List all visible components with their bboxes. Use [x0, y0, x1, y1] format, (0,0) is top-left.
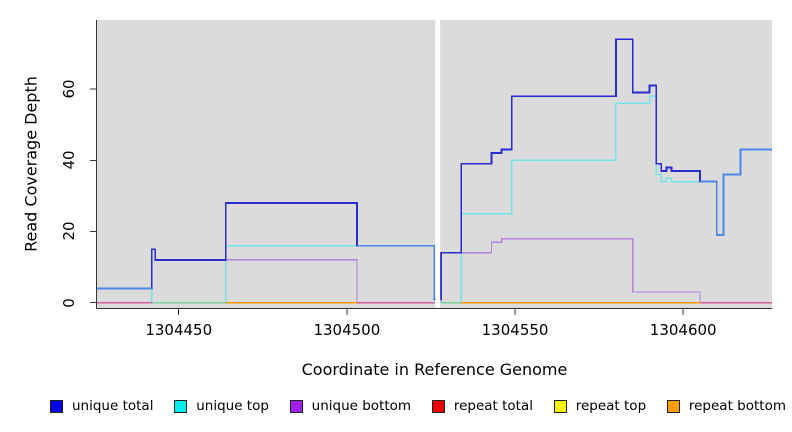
total-top-overlap-segment [357, 244, 436, 300]
legend-label: unique top [196, 398, 269, 414]
x-tick-label: 1304550 [481, 321, 549, 339]
legend-swatch-icon [666, 399, 680, 413]
legend-swatch-icon [50, 399, 63, 413]
legend: unique total unique top unique bottom repea… [50, 398, 786, 414]
legend-item: unique top [174, 398, 269, 414]
legend-swatch-icon [553, 399, 567, 413]
series-line-unique-total [97, 38, 772, 300]
x-tick-label: 1304500 [313, 321, 381, 339]
x-tick-label: 1304450 [145, 321, 213, 339]
legend-swatch-icon [431, 399, 445, 413]
legend-swatch-icon [289, 399, 303, 413]
y-tick-label: 0 [60, 297, 78, 308]
y-tick-label: 60 [60, 79, 78, 99]
total-top-overlap-segment [700, 148, 772, 236]
no-data-gap [435, 20, 441, 308]
legend-label: unique bottom [311, 398, 412, 414]
legend-item: repeat total [431, 398, 533, 414]
legend-label: repeat total [453, 398, 533, 414]
x-axis-title: Coordinate in Reference Genome [301, 360, 568, 379]
y-axis-title: Read Coverage Depth [21, 76, 41, 252]
legend-label: unique total [72, 398, 154, 414]
legend-swatch-icon [174, 399, 188, 413]
legend-item: repeat bottom [666, 398, 786, 414]
legend-label: repeat top [575, 398, 647, 414]
legend-label: repeat bottom [688, 398, 786, 414]
legend-item: unique bottom [289, 398, 412, 414]
legend-item: unique total [50, 398, 153, 414]
x-tick-label: 1304600 [649, 321, 717, 339]
legend-item: repeat top [553, 398, 647, 414]
y-tick-label: 20 [60, 221, 78, 241]
y-tick-label: 40 [60, 150, 78, 170]
